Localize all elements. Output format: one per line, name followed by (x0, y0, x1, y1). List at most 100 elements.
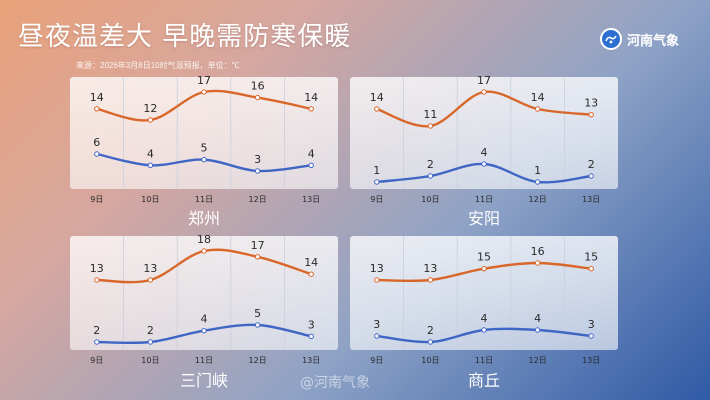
low-temp-point (427, 173, 434, 179)
low-temp-point (427, 339, 434, 345)
x-tick-label: 11日 (475, 356, 493, 365)
weather-bureau-logo-icon (600, 28, 622, 50)
source-note: 来源：2026年3月8日10时气温预报，单位：℃ (76, 61, 240, 70)
x-tick-label: 10日 (141, 195, 159, 204)
x-tick-label: 9日 (90, 356, 103, 365)
high-temp-data-label: 14 (370, 91, 384, 104)
x-tick-label: 12日 (249, 195, 267, 204)
low-temp-data-label: 2 (427, 158, 434, 171)
high-temp-point (201, 89, 207, 95)
high-temp-point (534, 260, 541, 266)
low-temp-point (201, 327, 207, 334)
low-temp-data-label: 1 (534, 164, 541, 177)
low-temp-data-label: 4 (201, 313, 208, 326)
low-temp-point (94, 151, 100, 157)
high-temp-data-label: 17 (197, 74, 211, 87)
low-temp-data-label: 5 (201, 142, 208, 155)
high-temp-point (427, 123, 434, 129)
low-temp-point (588, 173, 594, 179)
panel-background (70, 77, 338, 189)
low-temp-point (308, 162, 314, 169)
high-temp-data-label: 13 (370, 262, 384, 275)
high-temp-data-label: 16 (251, 80, 265, 93)
high-temp-data-label: 14 (531, 91, 545, 104)
x-tick-label: 13日 (302, 195, 320, 204)
low-temp-data-label: 3 (308, 318, 315, 331)
low-temp-point (94, 339, 100, 345)
low-temp-point (254, 322, 261, 328)
brand-name: 河南气象 (627, 33, 680, 49)
low-temp-data-label: 4 (534, 312, 541, 325)
city-label: 安阳 (468, 209, 500, 228)
city-label: 郑州 (188, 209, 220, 228)
high-temp-point (481, 89, 487, 95)
high-temp-data-label: 11 (423, 108, 437, 121)
high-temp-point (374, 277, 380, 283)
x-tick-label: 9日 (90, 195, 103, 204)
x-tick-label: 13日 (582, 195, 600, 204)
low-temp-data-label: 6 (93, 136, 100, 149)
low-temp-data-label: 3 (254, 153, 261, 166)
low-temp-data-label: 3 (373, 318, 380, 331)
low-temp-data-label: 4 (308, 147, 315, 160)
high-temp-data-label: 14 (90, 91, 104, 104)
x-tick-label: 11日 (195, 195, 213, 204)
high-temp-data-label: 13 (143, 262, 157, 275)
low-temp-point (374, 333, 380, 339)
high-temp-point (588, 265, 594, 272)
low-temp-data-label: 4 (481, 146, 488, 159)
high-temp-point (147, 117, 154, 123)
panel-background (350, 77, 618, 189)
high-temp-data-label: 14 (304, 91, 318, 104)
high-temp-point (308, 271, 314, 277)
high-temp-point (94, 277, 100, 283)
low-temp-data-label: 1 (373, 164, 380, 177)
high-temp-point (308, 106, 314, 112)
low-temp-data-label: 5 (254, 307, 261, 320)
high-temp-point (374, 106, 380, 112)
brand-logo: 河南气象 (600, 26, 679, 52)
x-tick-label: 11日 (475, 195, 493, 204)
x-tick-label: 9日 (370, 356, 383, 365)
low-temp-point (534, 327, 541, 333)
low-temp-point (254, 168, 261, 174)
low-temp-data-label: 3 (588, 318, 595, 331)
high-temp-data-label: 13 (90, 262, 104, 275)
high-temp-data-label: 12 (143, 102, 157, 115)
high-temp-point (94, 106, 100, 112)
low-temp-data-label: 2 (93, 324, 100, 337)
high-temp-data-label: 13 (584, 97, 598, 110)
city-chart-panel: 9日 10日 11日 12日 13日 13 13 15 16 15 3 2 4 4 3 商丘 (350, 236, 618, 390)
low-temp-point (588, 333, 594, 339)
x-tick-label: 12日 (529, 195, 547, 204)
high-temp-point (588, 111, 594, 118)
high-temp-data-label: 14 (304, 256, 318, 269)
high-temp-data-label: 15 (584, 251, 598, 264)
x-tick-label: 12日 (249, 356, 267, 365)
x-tick-label: 9日 (370, 195, 383, 204)
low-temp-point (201, 156, 207, 163)
low-temp-point (374, 179, 380, 185)
x-tick-label: 11日 (195, 356, 213, 365)
high-temp-point (427, 277, 434, 283)
high-temp-data-label: 15 (477, 251, 491, 264)
low-temp-data-label: 4 (147, 147, 154, 160)
high-temp-point (201, 248, 207, 254)
low-temp-data-label: 2 (427, 324, 434, 337)
low-temp-point (481, 161, 487, 167)
x-tick-label: 10日 (141, 356, 159, 365)
x-tick-label: 13日 (582, 356, 600, 365)
high-temp-data-label: 16 (531, 245, 545, 258)
panel-background (70, 236, 338, 350)
high-temp-data-label: 18 (197, 233, 211, 246)
low-temp-data-label: 4 (481, 312, 488, 325)
high-temp-point (481, 265, 487, 272)
low-temp-data-label: 2 (147, 324, 154, 337)
low-temp-point (147, 339, 154, 345)
high-temp-point (254, 254, 261, 260)
city-label: 商丘 (468, 371, 500, 390)
city-chart-panel: 9日 10日 11日 12日 13日 13 13 18 17 14 2 2 4 5 3 三门峡 (70, 233, 338, 390)
page-title: 昼夜温差大 早晚需防寒保暖 (18, 22, 352, 52)
